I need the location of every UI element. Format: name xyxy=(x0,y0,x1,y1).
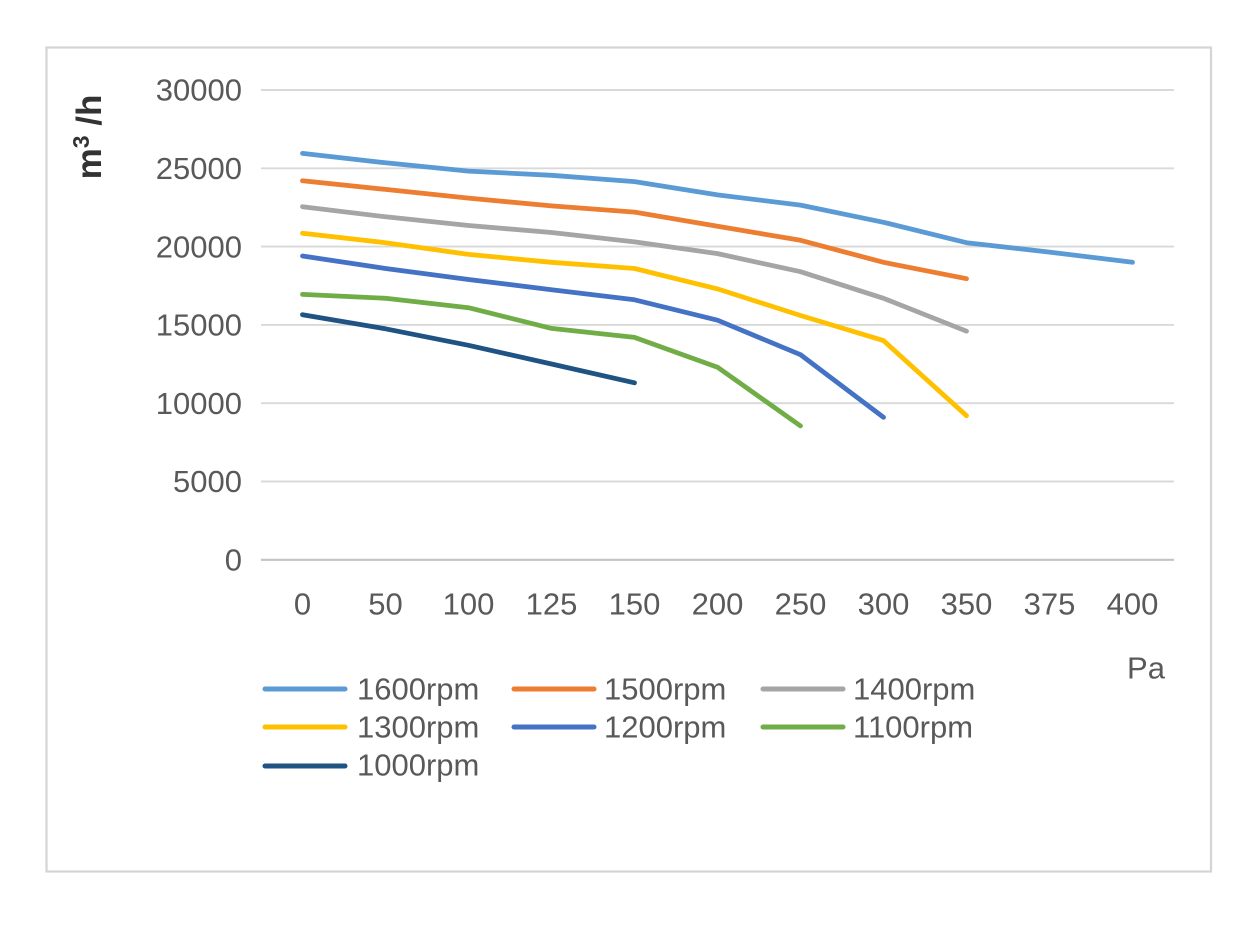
svg-text:50: 50 xyxy=(368,587,402,622)
svg-text:1200rpm: 1200rpm xyxy=(604,710,726,745)
svg-text:m3 /h: m3 /h xyxy=(68,95,109,180)
svg-text:0: 0 xyxy=(294,587,311,622)
svg-text:125: 125 xyxy=(526,587,578,622)
svg-text:1100rpm: 1100rpm xyxy=(853,710,973,745)
svg-text:250: 250 xyxy=(775,587,827,622)
svg-text:1300rpm: 1300rpm xyxy=(357,710,479,745)
svg-text:30000: 30000 xyxy=(156,73,242,108)
svg-text:0: 0 xyxy=(225,543,242,578)
svg-text:350: 350 xyxy=(941,587,993,622)
svg-text:1000rpm: 1000rpm xyxy=(357,748,479,783)
svg-text:1500rpm: 1500rpm xyxy=(604,672,726,707)
svg-text:100: 100 xyxy=(443,587,495,622)
svg-text:Pa: Pa xyxy=(1127,651,1166,686)
svg-text:15000: 15000 xyxy=(156,308,242,343)
svg-text:400: 400 xyxy=(1107,587,1159,622)
svg-text:375: 375 xyxy=(1024,587,1076,622)
svg-text:20000: 20000 xyxy=(156,229,242,264)
svg-text:200: 200 xyxy=(692,587,744,622)
svg-text:5000: 5000 xyxy=(173,464,242,499)
svg-text:10000: 10000 xyxy=(156,386,242,421)
svg-text:1400rpm: 1400rpm xyxy=(853,672,975,707)
svg-text:150: 150 xyxy=(609,587,661,622)
svg-text:1600rpm: 1600rpm xyxy=(357,672,479,707)
svg-text:300: 300 xyxy=(858,587,910,622)
svg-text:25000: 25000 xyxy=(156,151,242,186)
